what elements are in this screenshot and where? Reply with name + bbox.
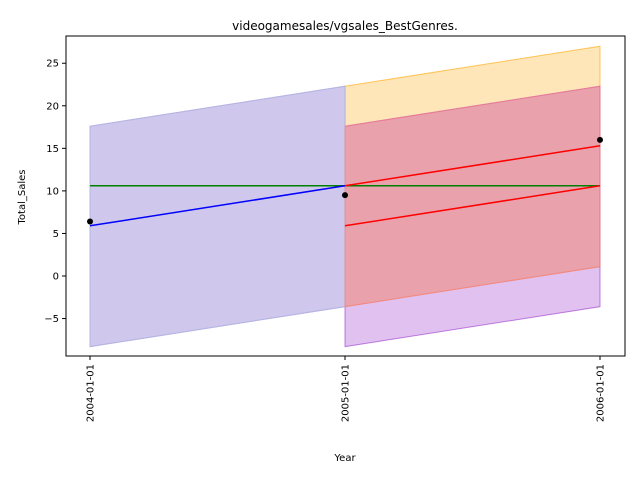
trend-line-3 — [344, 145, 601, 187]
y-tick-label: 5 — [53, 229, 59, 240]
y-tick-label: 15 — [46, 144, 59, 155]
y-tick-label: 25 — [46, 59, 59, 70]
trend-line-2 — [89, 185, 346, 227]
x-tick-label: 2006-01-01 — [596, 364, 607, 422]
x-tick-label: 2005-01-01 — [341, 364, 352, 422]
y-axis: −5 0 5 10 15 20 25 — [44, 59, 66, 325]
trend-line-4 — [344, 185, 601, 227]
x-axis: 2004-01-01 2005-01-01 2006-01-01 — [86, 356, 607, 422]
y-tick-label: −5 — [44, 314, 59, 325]
x-axis-label: Year — [333, 453, 356, 464]
chart-title: videogamesales/vgsales_BestGenres. — [232, 19, 458, 33]
confidence-band-5 — [344, 85, 601, 308]
y-tick-label: 0 — [53, 272, 59, 283]
data-point-2 — [342, 192, 348, 199]
x-tick-label: 2004-01-01 — [86, 364, 97, 422]
y-tick-label: 20 — [46, 101, 59, 112]
data-point-3 — [597, 136, 603, 143]
confidence-band-4 — [89, 85, 346, 348]
y-tick-label: 10 — [46, 186, 59, 197]
y-axis-label: Total_Sales — [17, 170, 28, 226]
data-point-1 — [87, 218, 93, 225]
plot-area — [87, 45, 603, 348]
